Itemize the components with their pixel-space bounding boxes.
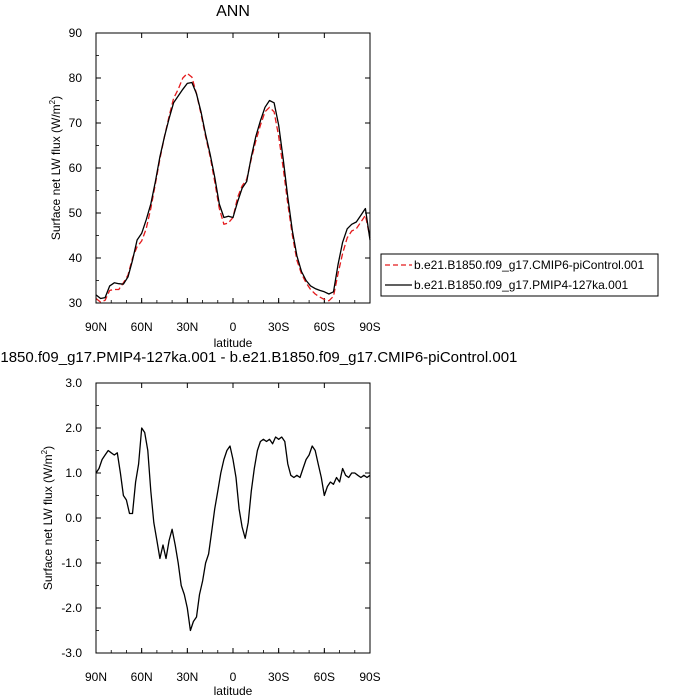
bottom-ticks: 90N 60N 30N 0 30S 60S 90S -3.0 -2.0 -1.0 0.0 1.0 2.0… bbox=[61, 376, 380, 684]
b-y-tick-label: 2.0 bbox=[65, 421, 82, 435]
top-x-axis-label: latitude bbox=[214, 336, 253, 350]
top-y-axis-label-sup: 2 bbox=[48, 99, 57, 104]
top-panel: ANN 90N 60N 30N 0 30S 60S 90S 30 40 50 60 70 80 90 la… bbox=[48, 3, 659, 350]
t-x-tick-label: 0 bbox=[230, 320, 237, 334]
t-y-tick-label: 40 bbox=[69, 251, 83, 265]
t-x-tick-label: 30N bbox=[176, 320, 198, 334]
top-series-lines bbox=[95, 72, 371, 303]
bottom-y-axis-label-sup: 2 bbox=[40, 449, 49, 454]
legend: b.e21.B1850.f09_g17.CMIP6-piControl.001 … bbox=[380, 253, 659, 297]
t-y-tick-label: 70 bbox=[69, 116, 83, 130]
top-ticks: 90N 60N 30N 0 30S 60S 90S 30 40 50 60 70 80 90 bbox=[69, 26, 381, 334]
b-x-tick-label: 0 bbox=[230, 670, 237, 684]
t-y-tick-label: 80 bbox=[69, 71, 83, 85]
b-x-tick-label: 60S bbox=[314, 670, 335, 684]
t-x-tick-label: 90N bbox=[85, 320, 107, 334]
legend-label-control: b.e21.B1850.f09_g17.CMIP6-piControl.001 bbox=[414, 258, 644, 272]
bottom-plot-frame bbox=[95, 382, 371, 654]
b-series-line-difference bbox=[95, 427, 371, 632]
b-y-tick-label: -3.0 bbox=[61, 646, 82, 660]
b-x-tick-label: 60N bbox=[131, 670, 153, 684]
b-y-tick-label: 3.0 bbox=[65, 376, 82, 390]
bottom-title: b.e21.B1850.f09_g17.PMIP4-127ka.001 - b.… bbox=[0, 349, 517, 366]
b-y-tick-label: 0.0 bbox=[65, 511, 82, 525]
b-y-tick-label: -2.0 bbox=[61, 601, 82, 615]
t-series-line-pmip bbox=[95, 81, 371, 300]
bottom-y-axis-label-tail: ) bbox=[41, 446, 55, 450]
b-y-tick-label: -1.0 bbox=[61, 556, 82, 570]
bottom-series-lines bbox=[95, 427, 371, 632]
t-y-tick-label: 50 bbox=[69, 206, 83, 220]
t-y-tick-label: 90 bbox=[69, 26, 83, 40]
top-title: ANN bbox=[216, 3, 250, 20]
top-plot-frame bbox=[95, 32, 371, 304]
bottom-panel: b.e21.B1850.f09_g17.PMIP4-127ka.001 - b.… bbox=[0, 349, 517, 698]
t-x-tick-label: 60S bbox=[314, 320, 335, 334]
b-x-tick-label: 30N bbox=[176, 670, 198, 684]
top-y-axis-label-main: Surface net LW flux (W/m bbox=[49, 104, 63, 240]
top-y-axis-label: Surface net LW flux (W/m2) bbox=[48, 96, 63, 240]
t-x-tick-label: 30S bbox=[268, 320, 289, 334]
bottom-x-axis-label: latitude bbox=[214, 684, 253, 698]
t-series-line-control bbox=[95, 72, 371, 303]
legend-box bbox=[380, 253, 659, 297]
b-x-tick-label: 90S bbox=[359, 670, 380, 684]
b-x-tick-label: 90N bbox=[85, 670, 107, 684]
t-y-tick-label: 30 bbox=[69, 296, 83, 310]
legend-label-pmip: b.e21.B1850.f09_g17.PMIP4-127ka.001 bbox=[414, 278, 628, 292]
t-x-tick-label: 60N bbox=[131, 320, 153, 334]
bottom-y-axis-label-main: Surface net LW flux (W/m bbox=[41, 454, 55, 590]
b-y-tick-label: 1.0 bbox=[65, 466, 82, 480]
top-y-axis-label-tail: ) bbox=[49, 96, 63, 100]
b-x-tick-label: 30S bbox=[268, 670, 289, 684]
bottom-y-axis-label: Surface net LW flux (W/m2) bbox=[40, 446, 55, 590]
t-x-tick-label: 90S bbox=[359, 320, 380, 334]
t-y-tick-label: 60 bbox=[69, 161, 83, 175]
